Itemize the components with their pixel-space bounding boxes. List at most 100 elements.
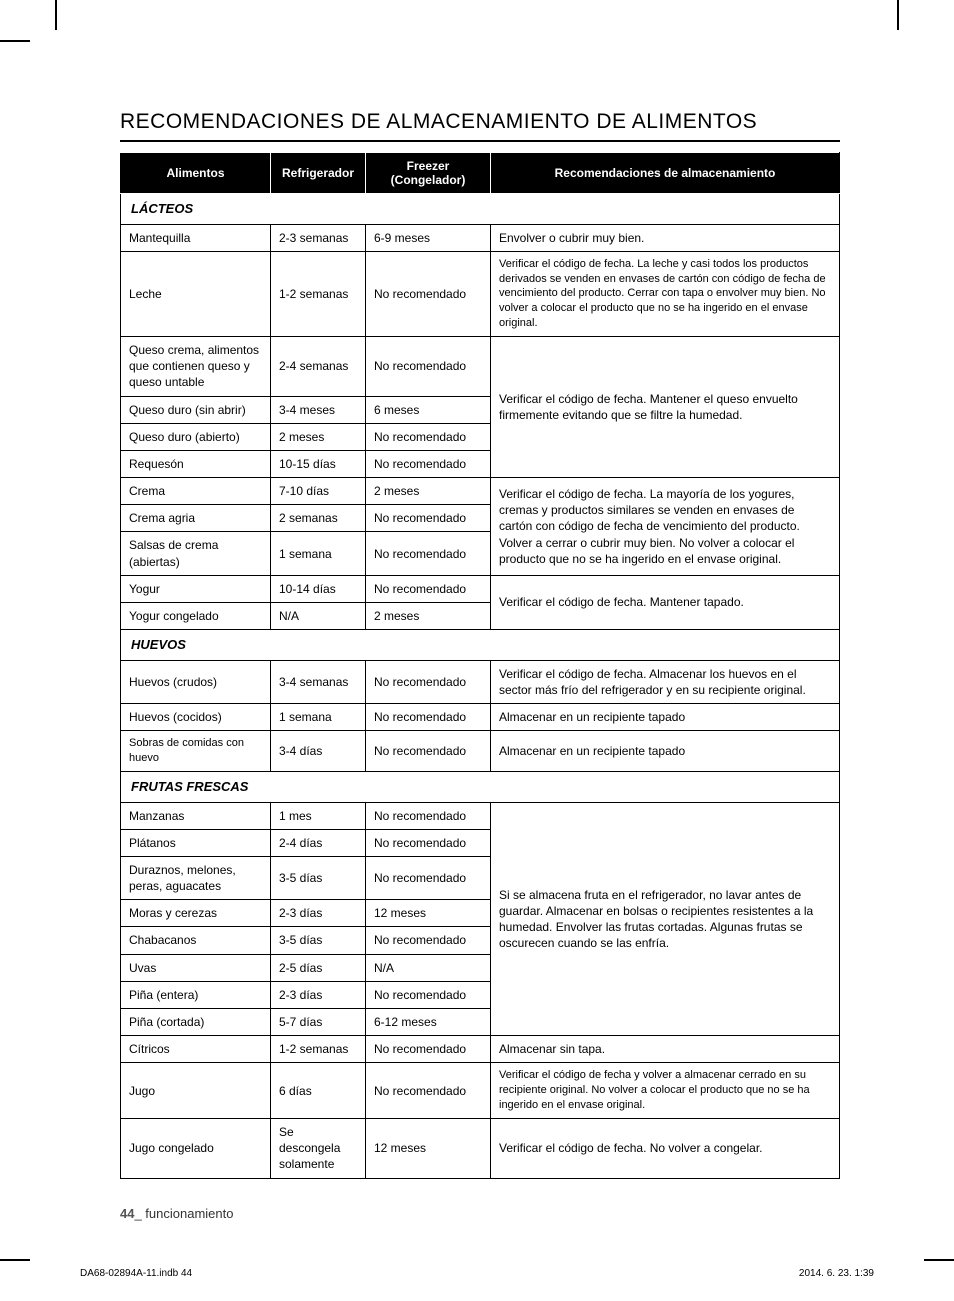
cell-fridge: 10-14 días: [271, 575, 366, 602]
cell-freezer: 12 meses: [366, 1118, 491, 1178]
cell-fridge: 2 semanas: [271, 505, 366, 532]
section-row: FRUTAS FRESCAS: [121, 772, 840, 803]
cell-food: Sobras de comidas con huevo: [121, 731, 271, 772]
cell-freezer: 2 meses: [366, 603, 491, 630]
cell-food: Mantequilla: [121, 224, 271, 251]
section-frutas: FRUTAS FRESCAS: [121, 772, 840, 803]
th-freezer: Freezer (Congelador): [366, 153, 491, 194]
table-row: Jugo 6 días No recomendado Verificar el …: [121, 1063, 840, 1119]
cell-food: Piña (entera): [121, 981, 271, 1008]
cell-fridge: 2-5 días: [271, 954, 366, 981]
table-row: Manzanas 1 mes No recomendado Si se alma…: [121, 802, 840, 829]
table-row: Cítricos 1-2 semanas No recomendado Alma…: [121, 1036, 840, 1063]
cell-fridge: 1 semana: [271, 532, 366, 575]
cell-freezer: No recomendado: [366, 829, 491, 856]
page-label: _ funcionamiento: [134, 1206, 233, 1221]
cell-freezer: 6 meses: [366, 396, 491, 423]
cell-food: Manzanas: [121, 802, 271, 829]
cell-food: Plátanos: [121, 829, 271, 856]
crop-mark: [0, 1259, 30, 1261]
cell-fridge: 1 mes: [271, 802, 366, 829]
cell-fridge: 5-7 días: [271, 1009, 366, 1036]
th-fridge: Refrigerador: [271, 153, 366, 194]
cell-freezer: No recomendado: [366, 856, 491, 899]
cell-fridge: 3-4 días: [271, 731, 366, 772]
section-lacteos: LÁCTEOS: [121, 194, 840, 225]
page-footer: 44_ funcionamiento: [120, 1206, 233, 1221]
table-row: Mantequilla 2-3 semanas 6-9 meses Envolv…: [121, 224, 840, 251]
cell-food: Requesón: [121, 450, 271, 477]
page-number: 44: [120, 1206, 134, 1221]
cell-fridge: 10-15 días: [271, 450, 366, 477]
section-huevos: HUEVOS: [121, 630, 840, 661]
cell-food: Crema: [121, 478, 271, 505]
table-row: Jugo congelado Se descongela solamente 1…: [121, 1118, 840, 1178]
cell-freezer: No recomendado: [366, 802, 491, 829]
cell-freezer: No recomendado: [366, 660, 491, 703]
cell-food: Moras y cerezas: [121, 900, 271, 927]
cell-fridge: 3-5 días: [271, 927, 366, 954]
storage-table: Alimentos Refrigerador Freezer (Congelad…: [120, 152, 840, 1179]
cell-freezer: No recomendado: [366, 505, 491, 532]
cell-fridge: 3-5 días: [271, 856, 366, 899]
cell-fridge: 2-3 días: [271, 981, 366, 1008]
cell-freezer: No recomendado: [366, 575, 491, 602]
cell-fridge: 6 días: [271, 1063, 366, 1119]
cell-rec: Verificar el código de fecha. Mantener e…: [491, 336, 840, 477]
cell-freezer: No recomendado: [366, 731, 491, 772]
cell-fridge: 2 meses: [271, 423, 366, 450]
cell-fridge: 1-2 semanas: [271, 1036, 366, 1063]
cell-food: Cítricos: [121, 1036, 271, 1063]
cell-fridge: 2-3 días: [271, 900, 366, 927]
cell-rec: Verificar el código de fecha. No volver …: [491, 1118, 840, 1178]
doc-filename: DA68-02894A-11.indb 44: [80, 1268, 192, 1279]
cell-freezer: No recomendado: [366, 981, 491, 1008]
table-row: Queso crema, alimentos que contienen que…: [121, 336, 840, 396]
cell-food: Jugo congelado: [121, 1118, 271, 1178]
table-row: Crema 7-10 días 2 meses Verificar el cód…: [121, 478, 840, 505]
table-header-row: Alimentos Refrigerador Freezer (Congelad…: [121, 153, 840, 194]
table-row: Huevos (crudos) 3-4 semanas No recomenda…: [121, 660, 840, 703]
cell-fridge: 1-2 semanas: [271, 251, 366, 336]
cell-rec: Envolver o cubrir muy bien.: [491, 224, 840, 251]
cell-rec: Verificar el código de fecha y volver a …: [491, 1063, 840, 1119]
cell-food: Salsas de crema (abiertas): [121, 532, 271, 575]
doc-timestamp: 2014. 6. 23. 1:39: [799, 1268, 874, 1279]
cell-food: Yogur congelado: [121, 603, 271, 630]
th-food: Alimentos: [121, 153, 271, 194]
crop-mark: [55, 0, 57, 30]
cell-food: Piña (cortada): [121, 1009, 271, 1036]
cell-rec: Almacenar en un recipiente tapado: [491, 731, 840, 772]
crop-mark: [924, 1259, 954, 1261]
cell-freezer: No recomendado: [366, 704, 491, 731]
cell-freezer: 6-9 meses: [366, 224, 491, 251]
cell-food: Yogur: [121, 575, 271, 602]
cell-freezer: 12 meses: [366, 900, 491, 927]
cell-rec: Verificar el código de fecha. Mantener t…: [491, 575, 840, 629]
table-row: Sobras de comidas con huevo 3-4 días No …: [121, 731, 840, 772]
crop-mark: [0, 40, 30, 42]
cell-freezer: No recomendado: [366, 423, 491, 450]
cell-fridge: 2-3 semanas: [271, 224, 366, 251]
cell-freezer: No recomendado: [366, 450, 491, 477]
title-rule: [120, 140, 840, 142]
cell-food: Jugo: [121, 1063, 271, 1119]
cell-rec: Almacenar sin tapa.: [491, 1036, 840, 1063]
cell-freezer: No recomendado: [366, 927, 491, 954]
cell-food: Huevos (cocidos): [121, 704, 271, 731]
cell-food: Duraznos, melones, peras, aguacates: [121, 856, 271, 899]
cell-fridge: 2-4 días: [271, 829, 366, 856]
cell-rec: Verificar el código de fecha. Almacenar …: [491, 660, 840, 703]
cell-food: Queso duro (abierto): [121, 423, 271, 450]
cell-fridge: 3-4 semanas: [271, 660, 366, 703]
page-content: RECOMENDACIONES DE ALMACENAMIENTO DE ALI…: [120, 110, 840, 1179]
cell-fridge: 1 semana: [271, 704, 366, 731]
cell-food: Uvas: [121, 954, 271, 981]
table-row: Huevos (cocidos) 1 semana No recomendado…: [121, 704, 840, 731]
th-rec: Recomendaciones de almacenamiento: [491, 153, 840, 194]
crop-mark: [897, 0, 899, 30]
cell-freezer: No recomendado: [366, 1036, 491, 1063]
cell-freezer: 2 meses: [366, 478, 491, 505]
cell-food: Huevos (crudos): [121, 660, 271, 703]
cell-fridge: 3-4 meses: [271, 396, 366, 423]
